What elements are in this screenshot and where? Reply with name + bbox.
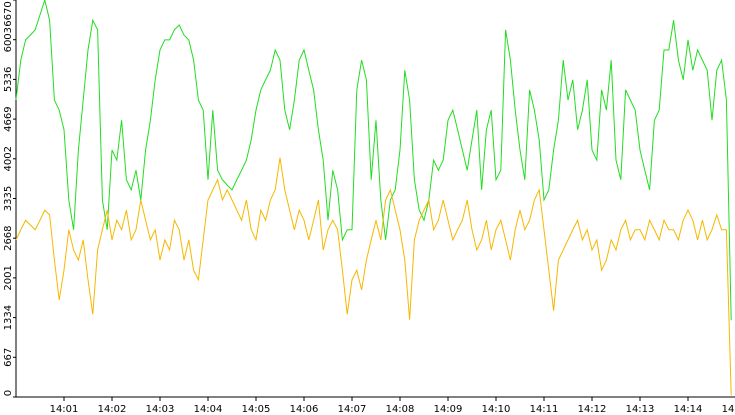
x-tick-label: 14:11 (530, 404, 559, 415)
x-tick-label: 14:04 (194, 404, 223, 415)
data-line (15, 157, 732, 396)
x-tick-label: 14:12 (578, 404, 607, 415)
y-tick-label: 0 (3, 390, 14, 396)
x-tick-label: 14:10 (482, 404, 511, 415)
y-tick-label: 5336 (3, 67, 14, 92)
x-tick-label: 14:13 (626, 404, 655, 415)
y-tick-label: 2668 (3, 225, 14, 250)
y-tick-label: 1334 (3, 305, 14, 330)
y-tick-label: 667 (3, 348, 14, 367)
y-tick-label: 6003 (3, 27, 14, 52)
x-tick-label: 14:06 (290, 404, 319, 415)
data-line (15, 0, 732, 321)
x-tick-label: 14:05 (242, 404, 271, 415)
x-tick-label: 14:14 (674, 404, 703, 415)
y-tick-label: 2001 (3, 265, 14, 290)
y-tick-label: 3335 (3, 186, 14, 211)
y-tick-label: 4669 (3, 106, 14, 131)
x-tick-label: 14:15 (722, 404, 735, 415)
y-tick-label: 6670 (3, 1, 14, 26)
y-tick-label: 4002 (3, 146, 14, 171)
x-tick-label: 14:01 (50, 404, 79, 415)
x-tick-label: 14:07 (338, 404, 367, 415)
x-tick-label: 14:02 (98, 404, 127, 415)
x-tick-label: 14:03 (146, 404, 175, 415)
x-tick-label: 14:08 (386, 404, 415, 415)
x-tick-label: 14:09 (434, 404, 463, 415)
